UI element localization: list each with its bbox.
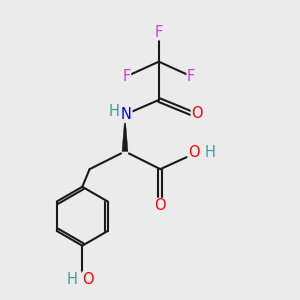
- Text: O: O: [191, 106, 203, 121]
- Text: O: O: [154, 198, 166, 213]
- Text: O: O: [82, 272, 94, 287]
- Text: H: H: [67, 272, 77, 287]
- Text: N: N: [121, 107, 132, 122]
- Text: F: F: [155, 25, 163, 40]
- Text: H: H: [108, 103, 119, 118]
- Text: F: F: [187, 69, 195, 84]
- Text: F: F: [122, 69, 130, 84]
- Polygon shape: [122, 115, 128, 152]
- Text: H: H: [205, 145, 216, 160]
- Text: O: O: [188, 145, 200, 160]
